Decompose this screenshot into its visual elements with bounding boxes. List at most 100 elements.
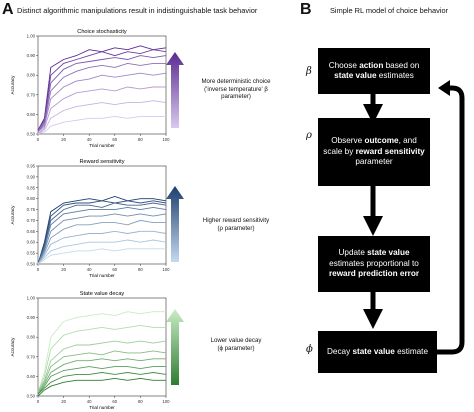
series-line xyxy=(37,239,167,265)
series-line xyxy=(37,86,166,135)
series-line xyxy=(37,72,167,133)
x-axis-label: Trial number xyxy=(89,273,115,278)
choice-stochasticity-chart: Choice stochasticity 0 20 40 60 80 100 0.50 0.60… xyxy=(10,29,170,148)
y-tick-label: 0.50 xyxy=(27,262,36,267)
series-line xyxy=(37,377,166,397)
box2-mid: , and scale by xyxy=(323,136,417,156)
observe-outcome-box: Observe outcome, and scale by reward sen… xyxy=(318,118,430,186)
series-line xyxy=(37,372,167,395)
series-line xyxy=(37,49,167,131)
x-tick-label: 100 xyxy=(162,267,170,272)
x-tick-label: 100 xyxy=(162,399,170,404)
y-tick-label: 0.85 xyxy=(27,185,36,190)
box1-bold2: state value xyxy=(334,71,377,80)
reward-sensitivity-chart: Reward sensitivity 0 20 40 60 80 100 0.50 0.55 0.… xyxy=(10,159,170,278)
x-tick-label: 0 xyxy=(37,267,40,272)
panel-a-title: Distinct algorithmic manipulations resul… xyxy=(17,6,258,15)
series-line xyxy=(37,45,167,131)
chart-title: Choice stochasticity xyxy=(77,29,127,35)
chart-title: Reward sensitivity xyxy=(79,159,124,165)
box1-post: estimates xyxy=(376,71,414,80)
choose-action-box: Choose action based on state value estima… xyxy=(318,48,430,94)
series-line xyxy=(37,248,166,265)
phi-symbol: ϕ xyxy=(306,344,313,355)
y-tick-label: 0.80 xyxy=(27,196,36,201)
panel-b-title: Simple RL model of choice behavior xyxy=(330,6,449,15)
update-state-value-box: Update state value estimates proportiona… xyxy=(318,236,430,292)
decay-legend-line2: (ϕ parameter) xyxy=(217,344,255,352)
plot-frame xyxy=(37,297,167,397)
box3-bold1: state value xyxy=(367,248,410,258)
y-tick-label: 0.50 xyxy=(27,132,36,137)
y-tick-label: 0.80 xyxy=(27,73,36,78)
panel-b-letter: B xyxy=(300,1,312,18)
y-axis-label: Accuracy xyxy=(10,337,15,357)
x-tick-label: 40 xyxy=(87,267,92,272)
box1-bold1: action xyxy=(359,60,384,70)
series-line xyxy=(37,358,166,395)
blue-gradient-arrow xyxy=(166,186,184,262)
purple-gradient-arrow xyxy=(166,52,184,128)
beta-symbol: β xyxy=(306,66,312,77)
box4-bold1: state value xyxy=(352,346,395,356)
series-line xyxy=(37,230,167,265)
y-tick-label: 0.90 xyxy=(27,315,36,320)
reward-legend: Higher reward sensitivity (ρ parameter) xyxy=(184,217,288,232)
x-tick-label: 40 xyxy=(87,399,92,404)
y-tick-label: 0.80 xyxy=(27,335,36,340)
x-tick-label: 0 xyxy=(37,399,40,404)
y-tick-label: 0.90 xyxy=(27,53,36,58)
box3-mid: estimates proportional to xyxy=(329,258,419,268)
x-tick-label: 20 xyxy=(61,137,66,142)
plot-frame xyxy=(37,165,167,265)
series-line xyxy=(37,206,167,265)
x-tick-label: 0 xyxy=(37,137,40,142)
x-tick-label: 80 xyxy=(138,137,143,142)
choice-legend-line3: parameter) xyxy=(221,93,251,101)
y-tick-label: 1.00 xyxy=(27,296,36,301)
box3-pre: Update xyxy=(338,248,368,258)
series-line xyxy=(37,311,166,393)
series-line xyxy=(37,350,167,393)
x-tick-label: 60 xyxy=(112,399,117,404)
series-line xyxy=(37,324,166,393)
chart-title: State value decay xyxy=(80,291,125,297)
reward-legend-line1: Higher reward sensitivity xyxy=(202,217,270,224)
decay-legend: Lower value decay (ϕ parameter) xyxy=(184,337,288,352)
box2-bold1: outcome xyxy=(364,136,399,146)
x-tick-label: 80 xyxy=(138,267,143,272)
decay-state-value-box: Decay state value estimate xyxy=(318,331,437,373)
box2-post: parameter xyxy=(355,157,393,167)
box1-mid: based on xyxy=(383,60,420,70)
y-tick-label: 0.70 xyxy=(27,354,36,359)
choice-legend: More deterministic choice ('inverse temp… xyxy=(184,78,288,101)
box4-post: estimate xyxy=(394,346,429,356)
y-tick-label: 0.70 xyxy=(27,218,36,223)
y-tick-label: 0.55 xyxy=(27,251,36,256)
series-line xyxy=(37,219,166,265)
y-axis-label: Accuracy xyxy=(10,205,15,225)
state-value-decay-chart: State value decay 0 20 40 60 80 100 0.50 0.60 0.7… xyxy=(10,291,170,410)
choice-legend-line1: More deterministic choice xyxy=(201,78,271,85)
y-tick-label: 0.50 xyxy=(27,394,36,399)
flow-arrows xyxy=(363,80,465,355)
series-line xyxy=(37,62,166,133)
plot-frame xyxy=(37,35,167,135)
box2-pre: Observe xyxy=(331,136,365,146)
y-tick-label: 0.60 xyxy=(27,374,36,379)
rho-symbol: ρ xyxy=(306,130,312,141)
x-axis-label: Trial number xyxy=(89,405,115,410)
choice-legend-line2: ('inverse temperature' β xyxy=(204,85,268,93)
box2-bold2: reward sensitivity xyxy=(355,146,425,156)
y-axis-label: Accuracy xyxy=(10,75,15,95)
y-tick-label: 0.65 xyxy=(27,229,36,234)
x-tick-label: 40 xyxy=(87,137,92,142)
x-tick-label: 20 xyxy=(61,399,66,404)
y-tick-label: 0.60 xyxy=(27,112,36,117)
reward-legend-line2: (ρ parameter) xyxy=(217,224,255,232)
x-tick-label: 60 xyxy=(112,267,117,272)
series-line xyxy=(37,55,167,133)
y-tick-label: 1.00 xyxy=(27,34,36,39)
green-gradient-arrow xyxy=(166,309,184,385)
box1-pre: Choose xyxy=(328,60,360,70)
